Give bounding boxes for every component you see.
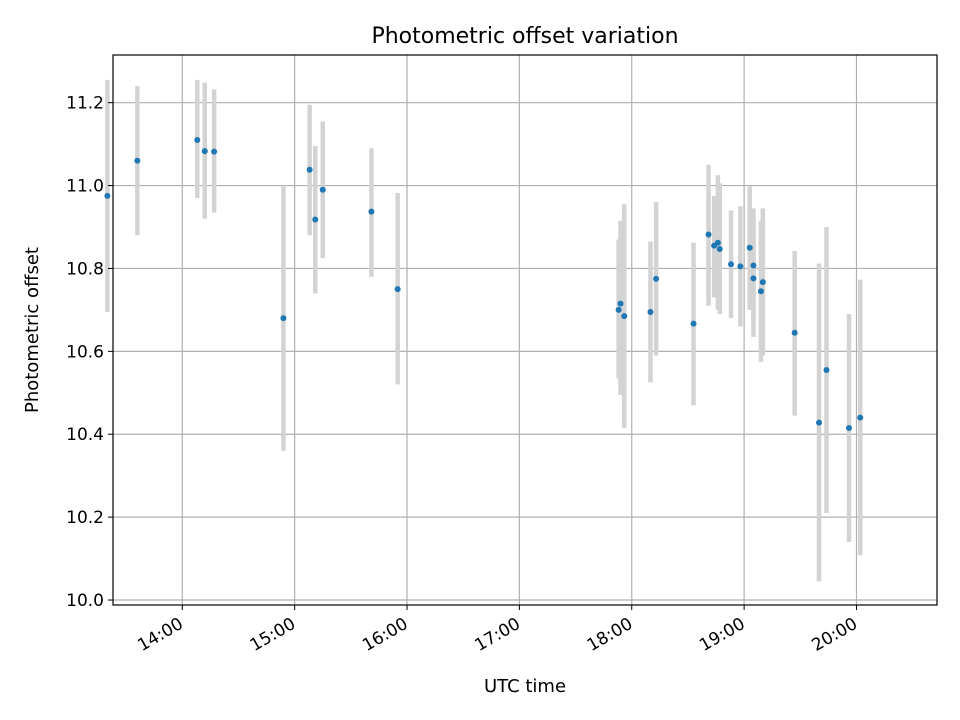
data-point <box>714 239 721 246</box>
data-point <box>857 414 864 421</box>
data-point <box>394 286 401 293</box>
data-point <box>823 366 830 373</box>
data-points <box>104 136 864 432</box>
y-tick-label: 11.0 <box>66 177 104 197</box>
data-point <box>312 216 319 223</box>
data-point <box>737 263 744 270</box>
data-point <box>368 208 375 215</box>
y-tick-label: 10.0 <box>66 591 104 611</box>
y-tick-label: 10.6 <box>66 342 104 362</box>
y-tick-label: 10.2 <box>66 508 104 528</box>
data-point <box>757 288 764 295</box>
y-axis-label: Photometric offset <box>22 247 43 413</box>
data-point <box>280 315 287 322</box>
data-point <box>791 329 798 336</box>
data-point <box>750 262 757 269</box>
data-point <box>705 231 712 238</box>
y-tick-label: 10.4 <box>66 425 104 445</box>
y-tick-label: 10.8 <box>66 259 104 279</box>
data-point <box>104 192 111 199</box>
data-point <box>690 320 697 327</box>
data-point <box>319 186 326 193</box>
chart-title: Photometric offset variation <box>371 24 678 49</box>
y-axis-ticks: 10.0 10.2 10.4 10.6 10.8 11.0 11.2 <box>66 94 113 611</box>
data-point <box>759 279 766 286</box>
data-point <box>617 300 624 307</box>
data-point <box>746 244 753 251</box>
y-tick-label: 11.2 <box>66 94 104 114</box>
data-point <box>201 148 208 155</box>
data-point <box>647 308 654 315</box>
data-point <box>134 157 141 164</box>
data-point <box>306 166 313 173</box>
x-axis-label: UTC time <box>484 676 566 697</box>
data-point <box>716 245 723 252</box>
data-point <box>845 425 852 432</box>
data-point <box>816 419 823 426</box>
data-point <box>728 261 734 268</box>
grid <box>113 55 937 605</box>
data-point <box>615 306 622 313</box>
plot-frame <box>112 54 938 606</box>
data-point <box>653 275 660 282</box>
data-point <box>621 313 628 320</box>
data-point <box>194 136 201 143</box>
data-point <box>211 148 218 155</box>
data-point <box>750 275 757 282</box>
